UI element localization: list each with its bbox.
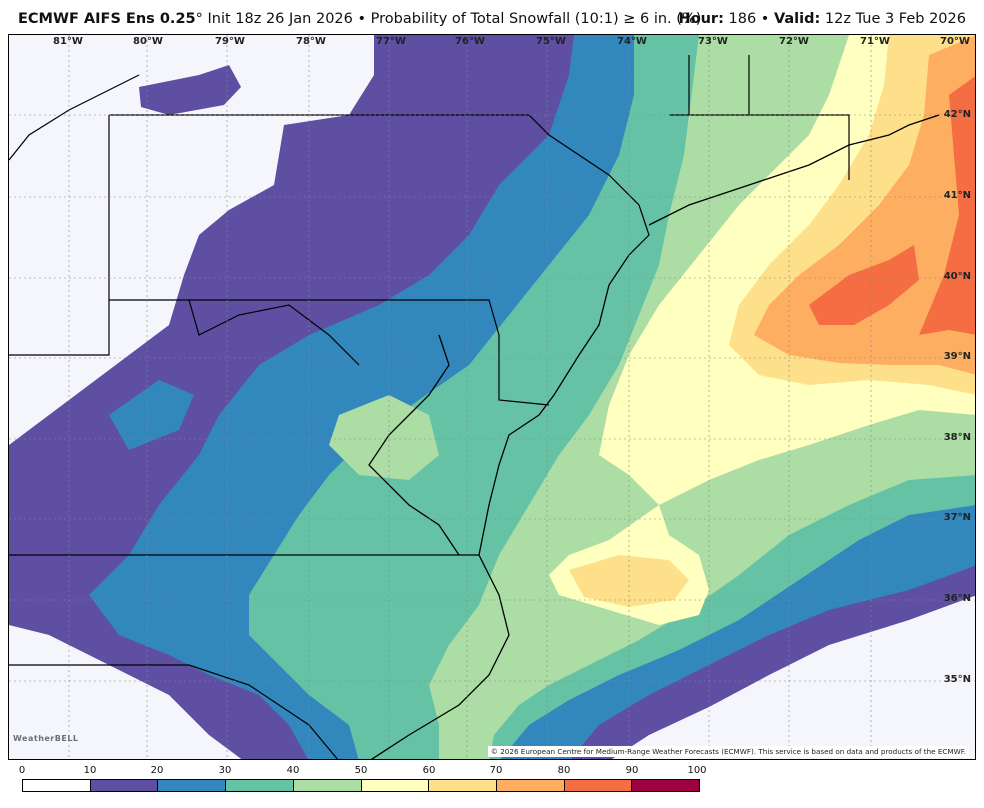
lon-label-71w: 71°W xyxy=(860,36,890,47)
lat-label-42n: 42°N xyxy=(943,109,971,120)
lon-label-79w: 79°W xyxy=(215,36,245,47)
colorbar-swatch-20-30 xyxy=(158,780,227,791)
lon-label-70w: 70°W xyxy=(940,36,970,47)
title-bullet: • xyxy=(352,11,371,27)
prob-40-50-patch-west xyxy=(329,395,439,480)
colorbar-tick-70: 70 xyxy=(489,765,503,776)
colorbar-swatch-80-90 xyxy=(564,780,633,791)
snowfall-probability-map xyxy=(9,35,975,759)
prob-80-90-region-center xyxy=(809,245,919,325)
colorbar-tick-10: 10 xyxy=(83,765,97,776)
colorbar-swatch-90-100 xyxy=(632,780,700,791)
hour-value: 186 xyxy=(723,11,757,27)
hour-label: Hour: xyxy=(678,11,724,27)
colorbar-swatch-50-60 xyxy=(361,780,430,791)
lon-label-78w: 78°W xyxy=(296,36,326,47)
colorbar-swatch-70-80 xyxy=(496,780,565,791)
title-bullet-2: • xyxy=(756,11,774,27)
colorbar-tick-80: 80 xyxy=(557,765,571,776)
colorbar-swatch-40-50 xyxy=(293,780,362,791)
valid-value: 12z Tue 3 Feb 2026 xyxy=(820,11,966,27)
colorbar-tick-0: 0 xyxy=(18,765,26,776)
map-panel: 81°W 80°W 79°W 78°W 77°W 76°W 75°W 74°W … xyxy=(8,34,976,760)
colorbar-tick-40: 40 xyxy=(286,765,300,776)
lat-label-41n: 41°N xyxy=(943,190,971,201)
colorbar-swatch-10-20 xyxy=(90,780,159,791)
lat-label-37n: 37°N xyxy=(943,512,971,523)
valid-label: Valid: xyxy=(773,11,821,27)
map-title: ECMWF AIFS Ens 0.25° Init 18z 26 Jan 202… xyxy=(18,11,701,27)
colorbar-tick-100: 100 xyxy=(687,765,707,776)
lon-label-74w: 74°W xyxy=(617,36,647,47)
prob-10-20-patch-north xyxy=(139,65,241,115)
colorbar-swatch-30-40 xyxy=(226,780,294,791)
copyright-notice: © 2026 European Centre for Medium-Range … xyxy=(487,746,969,757)
valid-info: Hour: 186 • Valid: 12z Tue 3 Feb 2026 xyxy=(679,11,966,27)
prob-70-80-region xyxy=(754,35,975,375)
lon-label-80w: 80°W xyxy=(133,36,163,47)
lon-label-81w: 81°W xyxy=(53,36,83,47)
colorbar-tick-20: 20 xyxy=(150,765,164,776)
colorbar-swatch-0-10 xyxy=(23,780,91,791)
lat-label-40n: 40°N xyxy=(943,271,971,282)
lat-label-39n: 39°N xyxy=(943,351,971,362)
state-borders xyxy=(9,55,850,759)
prob-80-90-region-east xyxy=(919,76,975,335)
lon-label-77w: 77°W xyxy=(376,36,406,47)
lon-label-72w: 72°W xyxy=(779,36,809,47)
weatherbell-logo: WeatherBELL xyxy=(13,734,79,743)
lat-label-36n: 36°N xyxy=(943,593,971,604)
colorbar xyxy=(22,779,700,792)
model-name: ECMWF AIFS Ens 0.25 xyxy=(18,11,196,27)
title-bar: ECMWF AIFS Ens 0.25° Init 18z 26 Jan 202… xyxy=(0,0,984,34)
product-name: Probability of Total Snowfall (10:1) ≥ 6… xyxy=(370,11,702,27)
colorbar-tick-90: 90 xyxy=(625,765,639,776)
prob-20-30-patch-west xyxy=(109,380,194,450)
colorbar-tick-50: 50 xyxy=(354,765,368,776)
lat-label-38n: 38°N xyxy=(943,432,971,443)
init-time: Init 18z 26 Jan 2026 xyxy=(202,11,353,27)
lon-label-76w: 76°W xyxy=(455,36,485,47)
colorbar-swatch-60-70 xyxy=(429,780,497,791)
degree-symbol: ° xyxy=(195,11,203,27)
coastline xyxy=(368,114,940,759)
lat-label-35n: 35°N xyxy=(943,674,971,685)
lon-label-73w: 73°W xyxy=(698,36,728,47)
lon-label-75w: 75°W xyxy=(536,36,566,47)
colorbar-tick-60: 60 xyxy=(422,765,436,776)
colorbar-tick-30: 30 xyxy=(218,765,232,776)
